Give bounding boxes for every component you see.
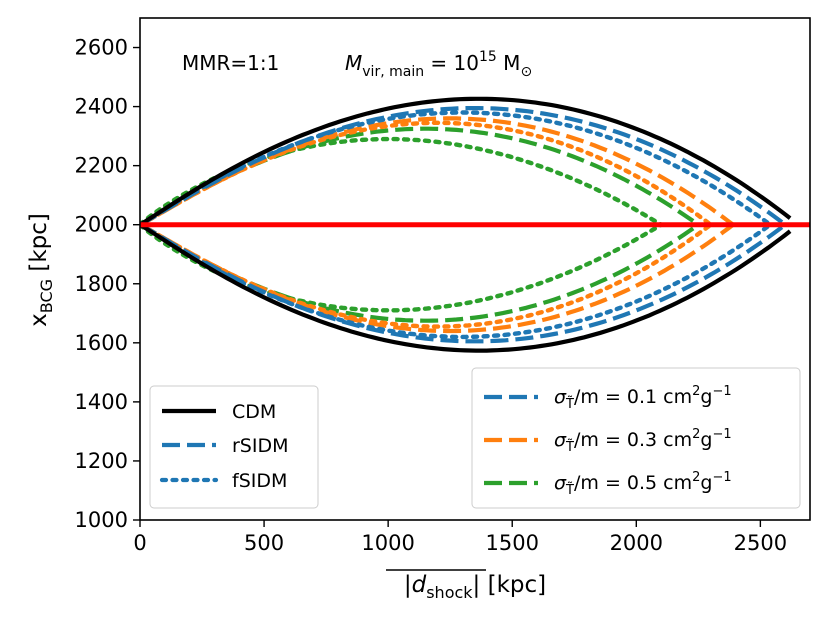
curve-fsidm-0.1-lower bbox=[140, 222, 773, 340]
x-tick-label-1500: 1500 bbox=[485, 531, 538, 555]
y-tick-label-2600: 2600 bbox=[75, 36, 128, 60]
legend-cross-sections-box bbox=[471, 367, 801, 509]
mass-annotation: Mvir, main = 1015 M⊙ bbox=[345, 49, 532, 80]
legend-cross-sections: σT̃/m = 0.1 cm2g−1 σT̃/m = 0.3 cm2g−1 σT… bbox=[471, 367, 801, 509]
legend-sigma-0.5-label: σT̃/m = 0.5 cm2g−1 bbox=[554, 470, 732, 498]
legend-models-box bbox=[149, 385, 319, 509]
legend-models: CDM rSIDM fSIDM bbox=[149, 385, 319, 509]
y-tick-label-1200: 1200 bbox=[75, 449, 128, 473]
y-tick-label-1000: 1000 bbox=[75, 508, 128, 532]
legend-sigma-0.1-label: σT̃/m = 0.1 cm2g−1 bbox=[554, 384, 732, 412]
y-tick-label-2400: 2400 bbox=[75, 95, 128, 119]
axis-ticks: 0 500 1000 1500 2000 2500 1000 1200 1400 1600 1800… bbox=[75, 36, 788, 555]
y-tick-label-1600: 1600 bbox=[75, 331, 128, 355]
y-tick-label-2200: 2200 bbox=[75, 154, 128, 178]
legend-sigma-0.3-label: σT̃/m = 0.3 cm2g−1 bbox=[554, 427, 732, 455]
curve-cdm-lower bbox=[140, 222, 792, 353]
x-tick-label-2500: 2500 bbox=[734, 531, 787, 555]
curve-fsidm-0.1-upper bbox=[140, 110, 773, 227]
legend-fsidm-label: fSIDM bbox=[232, 470, 287, 492]
legend-rsidm-label: rSIDM bbox=[232, 435, 289, 457]
curve-cdm-upper bbox=[140, 96, 792, 227]
x-tick-label-2000: 2000 bbox=[610, 531, 663, 555]
x-tick-label-500: 500 bbox=[244, 531, 284, 555]
plot-frame bbox=[139, 17, 811, 521]
x-tick-label-1000: 1000 bbox=[361, 531, 414, 555]
legend-cdm-label: CDM bbox=[232, 401, 276, 423]
y-axis-label: xBCG [kpc] bbox=[26, 213, 56, 327]
mmr-annotation: MMR=1:1 bbox=[182, 51, 279, 75]
curves-layer bbox=[140, 96, 792, 353]
y-tick-label-1400: 1400 bbox=[75, 390, 128, 414]
x-tick-label-0: 0 bbox=[133, 531, 146, 555]
y-tick-label-1800: 1800 bbox=[75, 272, 128, 296]
y-tick-label-2000: 2000 bbox=[75, 213, 128, 237]
x-axis-label: |dshock| [kpc] bbox=[404, 572, 546, 602]
